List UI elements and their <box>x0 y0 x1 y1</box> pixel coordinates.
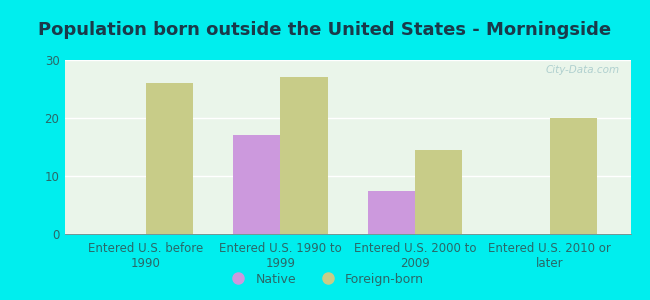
Bar <box>146 83 193 234</box>
Bar <box>280 77 328 234</box>
Bar <box>415 150 462 234</box>
Legend: Native, Foreign-born: Native, Foreign-born <box>221 268 429 291</box>
Bar <box>233 135 280 234</box>
Text: City-Data.com: City-Data.com <box>545 65 619 75</box>
Bar <box>368 190 415 234</box>
Bar <box>550 118 597 234</box>
Text: Population born outside the United States - Morningside: Population born outside the United State… <box>38 21 612 39</box>
